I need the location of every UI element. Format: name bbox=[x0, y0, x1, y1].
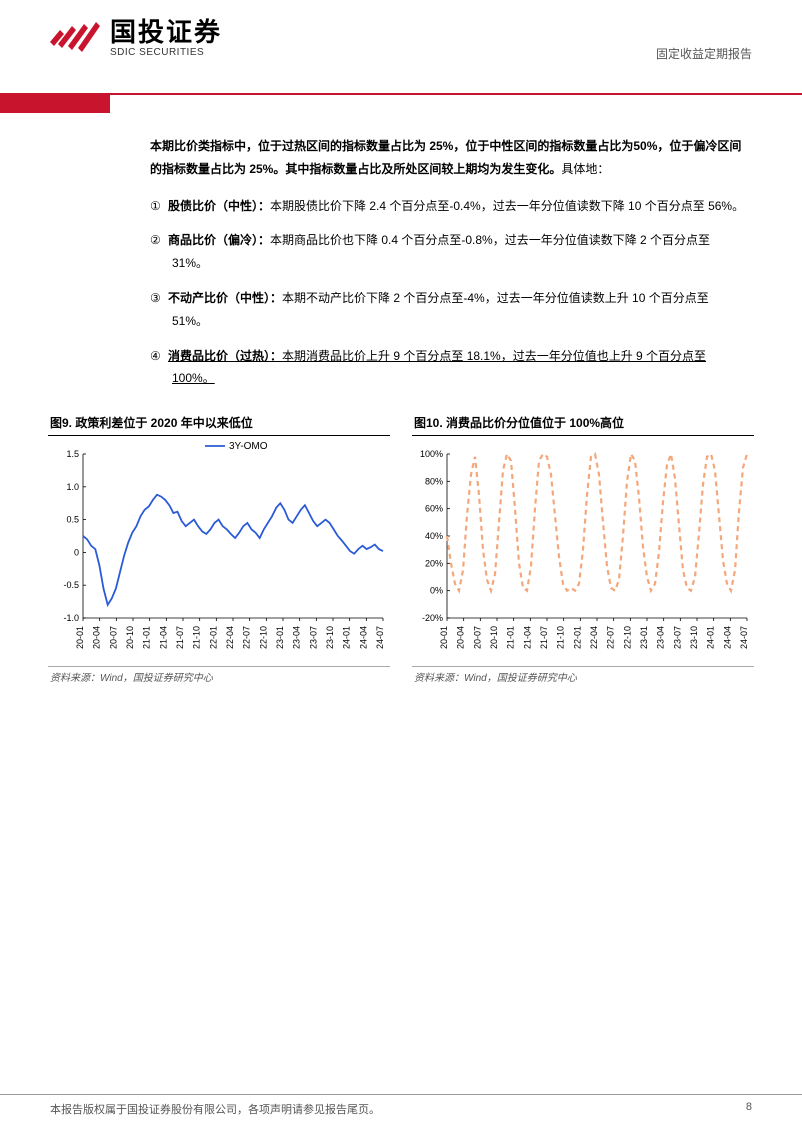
svg-text:21-01: 21-01 bbox=[506, 626, 516, 649]
svg-text:22-07: 22-07 bbox=[242, 626, 252, 649]
svg-text:22-07: 22-07 bbox=[606, 626, 616, 649]
svg-text:-0.5: -0.5 bbox=[63, 580, 79, 590]
svg-text:23-01: 23-01 bbox=[639, 626, 649, 649]
svg-text:20%: 20% bbox=[425, 559, 443, 569]
item-number: ② bbox=[150, 229, 168, 252]
indicator-item: ②商品比价（偏冷）：本期商品比价也下降 0.4 个百分点至-0.8%，过去一年分… bbox=[150, 229, 747, 275]
item-number: ① bbox=[150, 195, 168, 218]
svg-text:21-01: 21-01 bbox=[142, 626, 152, 649]
svg-text:20-04: 20-04 bbox=[92, 626, 102, 649]
svg-text:22-01: 22-01 bbox=[572, 626, 582, 649]
chart-9: 图9. 政策利差位于 2020 年中以来低位 -1.0 -0.5 0 0.5 1.0 1.… bbox=[48, 410, 390, 684]
logo: 国投证券 SDIC SECURITIES bbox=[50, 18, 222, 58]
item-number: ④ bbox=[150, 345, 168, 368]
svg-text:23-07: 23-07 bbox=[672, 626, 682, 649]
svg-text:0: 0 bbox=[74, 548, 79, 558]
svg-text:23-07: 23-07 bbox=[308, 626, 318, 649]
item-text: 本期股债比价下降 2.4 个百分点至-0.4%，过去一年分位值读数下降 10 个… bbox=[270, 199, 744, 213]
chart-10-plot: -20% 0% 20% 40% 60% 80% 100% 20-01 20-04 20-07 20-… bbox=[412, 436, 754, 666]
page-number: 8 bbox=[746, 1101, 752, 1117]
logo-text: 国投证券 SDIC SECURITIES bbox=[110, 18, 222, 58]
svg-text:20-07: 20-07 bbox=[472, 626, 482, 649]
header-accent-bar bbox=[0, 95, 110, 113]
page-header: 国投证券 SDIC SECURITIES 固定收益定期报告 bbox=[0, 0, 802, 95]
indicator-item: ④消费品比价（过热）：本期消费品比价上升 9 个百分点至 18.1%，过去一年分… bbox=[150, 345, 747, 391]
svg-text:23-10: 23-10 bbox=[325, 626, 335, 649]
item-number: ③ bbox=[150, 287, 168, 310]
body-text: 本期比价类指标中，位于过热区间的指标数量占比为 25%，位于中性区间的指标数量占… bbox=[0, 95, 802, 390]
svg-text:24-04: 24-04 bbox=[722, 626, 732, 649]
svg-text:23-04: 23-04 bbox=[292, 626, 302, 649]
svg-text:22-04: 22-04 bbox=[589, 626, 599, 649]
charts-row: 图9. 政策利差位于 2020 年中以来低位 -1.0 -0.5 0 0.5 1.0 1.… bbox=[0, 402, 802, 684]
svg-text:0.5: 0.5 bbox=[66, 515, 79, 525]
svg-text:22-04: 22-04 bbox=[225, 626, 235, 649]
chart-9-source: 资料来源：Wind，国投证券研究中心 bbox=[48, 666, 390, 684]
intro-tail: 具体地： bbox=[561, 162, 609, 176]
svg-text:-1.0: -1.0 bbox=[63, 613, 79, 623]
svg-text:21-10: 21-10 bbox=[556, 626, 566, 649]
svg-text:-20%: -20% bbox=[422, 613, 443, 623]
svg-text:80%: 80% bbox=[425, 477, 443, 487]
report-type: 固定收益定期报告 bbox=[656, 45, 752, 62]
svg-text:1.0: 1.0 bbox=[66, 482, 79, 492]
svg-text:22-01: 22-01 bbox=[208, 626, 218, 649]
footer-disclaimer: 本报告版权属于国投证券股份有限公司，各项声明请参见报告尾页。 bbox=[50, 1101, 380, 1117]
svg-text:21-04: 21-04 bbox=[158, 626, 168, 649]
svg-text:20-10: 20-10 bbox=[125, 626, 135, 649]
svg-text:24-04: 24-04 bbox=[358, 626, 368, 649]
svg-text:60%: 60% bbox=[425, 504, 443, 514]
svg-text:24-07: 24-07 bbox=[739, 626, 749, 649]
indicator-item: ③不动产比价（中性）：本期不动产比价下降 2 个百分点至-4%，过去一年分位值读… bbox=[150, 287, 747, 333]
sdic-logo-icon bbox=[50, 18, 100, 58]
svg-text:20-01: 20-01 bbox=[439, 626, 449, 649]
item-label: 不动产比价（中性）： bbox=[168, 291, 282, 305]
svg-text:21-04: 21-04 bbox=[522, 626, 532, 649]
svg-text:24-01: 24-01 bbox=[706, 626, 716, 649]
indicator-item: ①股债比价（中性）：本期股债比价下降 2.4 个百分点至-0.4%，过去一年分位… bbox=[150, 195, 747, 218]
svg-text:1.5: 1.5 bbox=[66, 449, 79, 459]
svg-text:23-10: 23-10 bbox=[689, 626, 699, 649]
chart-9-title: 图9. 政策利差位于 2020 年中以来低位 bbox=[48, 410, 390, 436]
intro-paragraph: 本期比价类指标中，位于过热区间的指标数量占比为 25%，位于中性区间的指标数量占… bbox=[150, 135, 747, 181]
company-name-en: SDIC SECURITIES bbox=[110, 47, 222, 58]
intro-bold: 本期比价类指标中，位于过热区间的指标数量占比为 25%，位于中性区间的指标数量占… bbox=[150, 139, 741, 176]
svg-text:24-01: 24-01 bbox=[342, 626, 352, 649]
svg-text:21-10: 21-10 bbox=[192, 626, 202, 649]
item-label: 商品比价（偏冷）： bbox=[168, 233, 270, 247]
svg-text:21-07: 21-07 bbox=[539, 626, 549, 649]
page-footer: 本报告版权属于国投证券股份有限公司，各项声明请参见报告尾页。 8 bbox=[0, 1094, 802, 1117]
svg-text:20-01: 20-01 bbox=[75, 626, 85, 649]
chart-10-source: 资料来源：Wind，国投证券研究中心 bbox=[412, 666, 754, 684]
svg-text:40%: 40% bbox=[425, 531, 443, 541]
svg-text:21-07: 21-07 bbox=[175, 626, 185, 649]
svg-text:100%: 100% bbox=[420, 449, 443, 459]
svg-text:3Y-OMO: 3Y-OMO bbox=[229, 441, 268, 452]
chart-10-title: 图10. 消费品比价分位值位于 100%高位 bbox=[412, 410, 754, 436]
svg-text:20-04: 20-04 bbox=[456, 626, 466, 649]
item-label: 股债比价（中性）： bbox=[168, 199, 270, 213]
svg-text:23-01: 23-01 bbox=[275, 626, 285, 649]
svg-text:23-04: 23-04 bbox=[656, 626, 666, 649]
svg-text:20-07: 20-07 bbox=[108, 626, 118, 649]
svg-text:0%: 0% bbox=[430, 586, 443, 596]
svg-text:22-10: 22-10 bbox=[258, 626, 268, 649]
svg-text:22-10: 22-10 bbox=[622, 626, 632, 649]
chart-9-plot: -1.0 -0.5 0 0.5 1.0 1.5 20-01 20-04 20-07 20-10 21… bbox=[48, 436, 390, 666]
svg-text:20-10: 20-10 bbox=[489, 626, 499, 649]
item-label: 消费品比价（过热）： bbox=[168, 349, 282, 363]
company-name-cn: 国投证券 bbox=[110, 18, 222, 47]
chart-10: 图10. 消费品比价分位值位于 100%高位 -20% 0% 20% 40% 60% 80… bbox=[412, 410, 754, 684]
svg-text:24-07: 24-07 bbox=[375, 626, 385, 649]
